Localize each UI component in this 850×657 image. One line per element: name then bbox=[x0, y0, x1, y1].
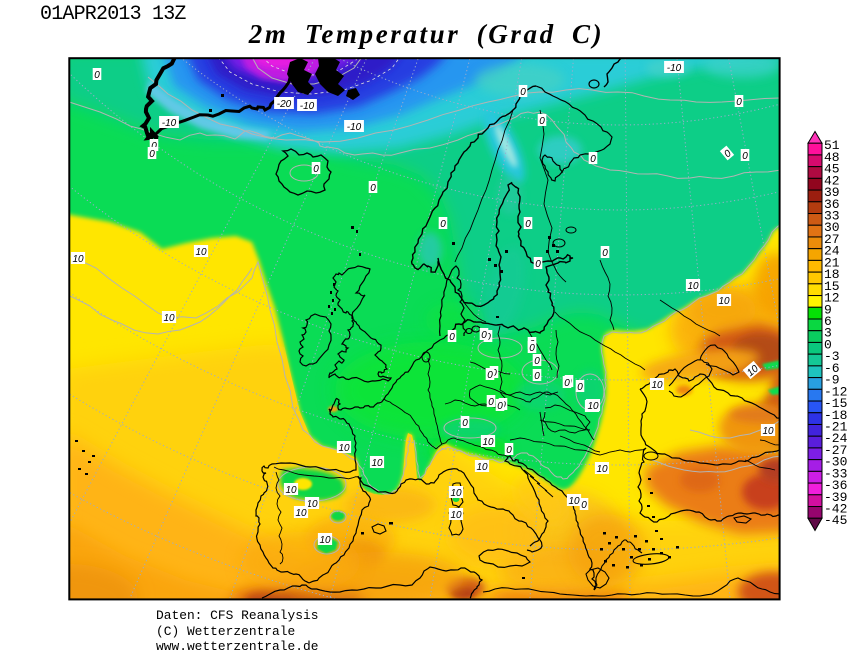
svg-text:0: 0 bbox=[313, 164, 319, 175]
svg-text:-10: -10 bbox=[162, 118, 177, 129]
svg-text:0: 0 bbox=[525, 219, 531, 230]
svg-text:10: 10 bbox=[718, 296, 730, 307]
svg-text:0: 0 bbox=[440, 219, 446, 230]
svg-text:-18: -18 bbox=[824, 408, 847, 423]
svg-text:12: 12 bbox=[824, 291, 840, 306]
svg-text:10: 10 bbox=[371, 458, 383, 469]
svg-text:48: 48 bbox=[824, 150, 840, 165]
svg-text:0: 0 bbox=[736, 97, 742, 108]
svg-text:10: 10 bbox=[450, 488, 462, 499]
svg-text:10: 10 bbox=[482, 437, 494, 448]
svg-text:27: 27 bbox=[824, 232, 840, 247]
svg-text:0: 0 bbox=[506, 445, 512, 456]
svg-text:0: 0 bbox=[602, 248, 608, 259]
svg-text:-6: -6 bbox=[824, 361, 840, 376]
svg-text:9: 9 bbox=[824, 302, 832, 317]
svg-text:39: 39 bbox=[824, 185, 840, 200]
svg-text:0: 0 bbox=[149, 149, 155, 160]
svg-text:10: 10 bbox=[568, 496, 580, 507]
svg-text:0: 0 bbox=[742, 151, 748, 162]
svg-text:-30: -30 bbox=[824, 455, 847, 470]
svg-text:-24: -24 bbox=[824, 431, 848, 446]
svg-text:-15: -15 bbox=[824, 396, 847, 411]
svg-text:10: 10 bbox=[596, 464, 608, 475]
svg-text:-10: -10 bbox=[300, 101, 315, 112]
svg-text:-36: -36 bbox=[824, 478, 847, 493]
svg-text:0: 0 bbox=[520, 87, 526, 98]
svg-text:0: 0 bbox=[534, 371, 540, 382]
svg-text:0: 0 bbox=[534, 356, 540, 367]
svg-text:10: 10 bbox=[587, 401, 599, 412]
svg-text:-39: -39 bbox=[824, 490, 847, 505]
svg-text:0: 0 bbox=[462, 418, 468, 429]
svg-text:0: 0 bbox=[824, 337, 832, 352]
svg-text:0: 0 bbox=[151, 141, 157, 152]
svg-text:-3: -3 bbox=[824, 349, 840, 364]
svg-text:0: 0 bbox=[488, 397, 494, 408]
svg-text:10: 10 bbox=[651, 380, 663, 391]
svg-text:45: 45 bbox=[824, 162, 840, 177]
svg-text:10: 10 bbox=[687, 281, 699, 292]
svg-text:42: 42 bbox=[824, 173, 840, 188]
svg-text:-27: -27 bbox=[824, 443, 847, 458]
svg-text:30: 30 bbox=[824, 220, 840, 235]
svg-text:10: 10 bbox=[195, 247, 207, 258]
svg-text:-12: -12 bbox=[824, 384, 847, 399]
svg-text:0: 0 bbox=[449, 332, 455, 343]
svg-text:-21: -21 bbox=[824, 420, 848, 435]
svg-text:0: 0 bbox=[722, 148, 734, 160]
svg-text:0: 0 bbox=[487, 370, 493, 381]
svg-text:10: 10 bbox=[295, 508, 307, 519]
svg-text:33: 33 bbox=[824, 209, 840, 224]
svg-text:-10: -10 bbox=[667, 63, 682, 74]
svg-text:0: 0 bbox=[370, 183, 376, 194]
svg-text:0: 0 bbox=[577, 382, 583, 393]
svg-text:10: 10 bbox=[285, 485, 297, 496]
svg-text:10: 10 bbox=[163, 313, 175, 324]
svg-text:0: 0 bbox=[497, 401, 503, 412]
svg-text:10: 10 bbox=[476, 462, 488, 473]
svg-text:21: 21 bbox=[824, 255, 840, 270]
svg-text:10: 10 bbox=[762, 426, 774, 437]
svg-text:10: 10 bbox=[338, 443, 350, 454]
svg-text:36: 36 bbox=[824, 197, 840, 212]
svg-text:0: 0 bbox=[539, 116, 545, 127]
svg-text:-33: -33 bbox=[824, 466, 847, 481]
svg-text:0: 0 bbox=[564, 378, 570, 389]
svg-text:15: 15 bbox=[824, 279, 840, 294]
svg-text:-9: -9 bbox=[824, 373, 840, 388]
svg-text:0: 0 bbox=[590, 154, 596, 165]
svg-text:18: 18 bbox=[824, 267, 840, 282]
svg-text:-10: -10 bbox=[347, 122, 362, 133]
svg-text:-42: -42 bbox=[824, 502, 847, 517]
svg-text:0: 0 bbox=[535, 259, 541, 270]
svg-text:10: 10 bbox=[72, 254, 84, 265]
svg-text:0: 0 bbox=[529, 343, 535, 354]
svg-text:24: 24 bbox=[824, 244, 840, 259]
svg-text:3: 3 bbox=[824, 326, 832, 341]
svg-text:0: 0 bbox=[481, 330, 487, 341]
svg-text:6: 6 bbox=[824, 314, 832, 329]
svg-text:10: 10 bbox=[319, 535, 331, 546]
svg-text:-45: -45 bbox=[824, 513, 847, 528]
svg-text:0: 0 bbox=[581, 500, 587, 511]
svg-text:10: 10 bbox=[306, 499, 318, 510]
svg-text:0: 0 bbox=[94, 70, 100, 81]
svg-text:51: 51 bbox=[824, 138, 840, 153]
svg-text:-20: -20 bbox=[277, 99, 292, 110]
svg-text:10: 10 bbox=[450, 510, 462, 521]
